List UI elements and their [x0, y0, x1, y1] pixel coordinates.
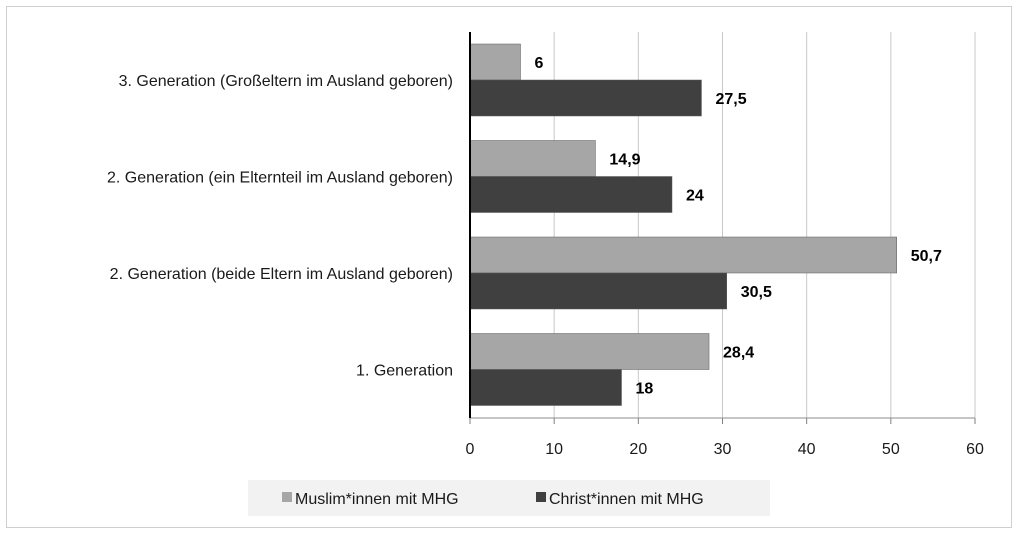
data-label: 28,4 — [723, 345, 754, 362]
bar — [469, 272, 727, 310]
legend-swatch — [282, 492, 292, 502]
x-tick-label: 50 — [882, 441, 900, 458]
bar — [469, 369, 622, 406]
labels: 3. Generation (Großeltern im Ausland geb… — [107, 55, 942, 398]
legend-box — [248, 480, 770, 516]
x-tick-label: 60 — [966, 441, 984, 458]
category-label: 2. Generation (ein Elternteil im Ausland… — [107, 170, 453, 187]
x-tick-label: 30 — [714, 441, 732, 458]
legend-label: Christ*innen mit MHG — [549, 491, 704, 508]
bar — [469, 140, 596, 177]
data-label: 14,9 — [609, 152, 640, 169]
x-tick-label: 20 — [629, 441, 647, 458]
category-label: 2. Generation (beide Eltern im Ausland g… — [110, 266, 453, 283]
bars — [469, 43, 897, 406]
data-label: 6 — [535, 55, 544, 72]
bar — [469, 43, 521, 81]
data-label: 18 — [636, 381, 654, 398]
legend-swatch — [536, 492, 546, 502]
category-label: 1. Generation — [356, 363, 453, 380]
data-label: 50,7 — [911, 248, 942, 265]
legend: Muslim*innen mit MHG Christ*innen mit MHG — [248, 480, 770, 516]
bar — [469, 176, 673, 213]
data-label: 27,5 — [715, 91, 746, 108]
x-tick-label: 40 — [798, 441, 816, 458]
bar — [469, 79, 702, 117]
axis: 0 10 20 30 40 50 60 — [466, 32, 984, 458]
category-label: 3. Generation (Großeltern im Ausland geb… — [119, 73, 453, 90]
data-label: 30,5 — [741, 284, 772, 301]
data-label: 24 — [686, 188, 704, 205]
bar — [469, 333, 710, 370]
x-tick-label: 10 — [545, 441, 563, 458]
x-tick-label: 0 — [466, 441, 475, 458]
legend-label: Muslim*innen mit MHG — [295, 491, 459, 508]
bar — [469, 236, 897, 274]
